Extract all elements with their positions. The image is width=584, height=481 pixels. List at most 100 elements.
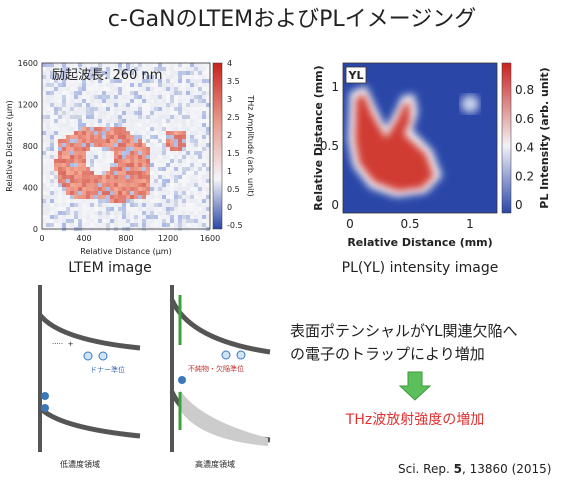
heatmap-cell: [46, 163, 50, 167]
heatmap-cell: [174, 83, 178, 87]
heatmap-cell: [158, 91, 162, 95]
pl-colorbar-tick-label: 0: [515, 198, 523, 212]
heatmap-cell: [74, 187, 78, 191]
heatmap-cell: [154, 195, 158, 199]
heatmap-cell: [154, 151, 158, 155]
heatmap-cell: [178, 91, 182, 95]
heatmap-cell: [174, 223, 178, 227]
heatmap-cell: [94, 159, 98, 163]
heatmap-cell: [86, 95, 90, 99]
heatmap-cell: [94, 135, 98, 139]
heatmap-cell: [90, 91, 94, 95]
explanation-line: の電子のトラップにより増加: [290, 345, 485, 363]
heatmap-cell: [62, 203, 66, 207]
heatmap-cell: [130, 111, 134, 115]
heatmap-cell: [186, 163, 190, 167]
heatmap-cell: [54, 87, 58, 91]
heatmap-cell: [46, 119, 50, 123]
heatmap-cell: [126, 167, 130, 171]
heatmap-cell: [110, 215, 114, 219]
heatmap-cell: [94, 87, 98, 91]
heatmap-cell: [154, 63, 158, 67]
heatmap-cell: [54, 223, 58, 227]
heatmap-cell: [130, 223, 134, 227]
heatmap-cell: [98, 203, 102, 207]
ltem-y-tick-label: 1200: [18, 101, 38, 110]
band-markers: ····· +: [41, 340, 245, 412]
heatmap-cell: [182, 75, 186, 79]
heatmap-cell: [194, 179, 198, 183]
heatmap-cell: [114, 203, 118, 207]
heatmap-cell: [162, 99, 166, 103]
heatmap-cell: [190, 83, 194, 87]
heatmap-cell: [78, 219, 82, 223]
heatmap-cell: [202, 175, 206, 179]
heatmap-cell: [118, 179, 122, 183]
heatmap-cell: [114, 115, 118, 119]
heatmap-cell: [186, 63, 190, 67]
heatmap-cell: [170, 207, 174, 211]
heatmap-cell: [170, 115, 174, 119]
heatmap-cell: [170, 195, 174, 199]
heatmap-cell: [66, 147, 70, 151]
heatmap-cell: [166, 195, 170, 199]
heatmap-cell: [126, 139, 130, 143]
heatmap-cell: [102, 131, 106, 135]
heatmap-cell: [166, 163, 170, 167]
heatmap-cell: [198, 195, 202, 199]
heatmap-cell: [166, 171, 170, 175]
heatmap-cell: [62, 143, 66, 147]
heatmap-cell: [134, 115, 138, 119]
heatmap-cell: [134, 159, 138, 163]
high-label: 高濃度領域: [195, 459, 235, 469]
heatmap-cell: [186, 79, 190, 83]
heatmap-cell: [178, 95, 182, 99]
heatmap-cell: [50, 143, 54, 147]
heatmap-cell: [78, 107, 82, 111]
heatmap-cell: [130, 207, 134, 211]
heatmap-cell: [82, 199, 86, 203]
heatmap-cell: [102, 187, 106, 191]
heatmap-cell: [150, 87, 154, 91]
heatmap-cell: [158, 63, 162, 67]
heatmap-cell: [178, 179, 182, 183]
heatmap-cell: [182, 159, 186, 163]
heatmap-cell: [110, 207, 114, 211]
heatmap-cell: [58, 203, 62, 207]
heatmap-cell: [154, 143, 158, 147]
low-label: 低濃度領域: [60, 459, 100, 469]
heatmap-cell: [154, 107, 158, 111]
heatmap-cell: [98, 211, 102, 215]
heatmap-cell: [142, 135, 146, 139]
heatmap-cell: [94, 215, 98, 219]
heatmap-cell: [50, 83, 54, 87]
heatmap-cell: [202, 179, 206, 183]
heatmap-cell: [106, 155, 110, 159]
heatmap-cell: [202, 111, 206, 115]
heatmap-cell: [146, 207, 150, 211]
heatmap-cell: [42, 143, 46, 147]
heatmap-cell: [174, 155, 178, 159]
heatmap-cell: [122, 163, 126, 167]
heatmap-cell: [62, 123, 66, 127]
heatmap-cell: [70, 107, 74, 111]
heatmap-cell: [166, 151, 170, 155]
heatmap-cell: [158, 119, 162, 123]
heatmap-cell: [66, 195, 70, 199]
heatmap-cell: [54, 63, 58, 67]
heatmap-cell: [82, 195, 86, 199]
heatmap-cell: [106, 199, 110, 203]
heatmap-cell: [66, 187, 70, 191]
heatmap-cell: [78, 119, 82, 123]
heatmap-cell: [86, 159, 90, 163]
heatmap-cell: [206, 151, 210, 155]
heatmap-cell: [194, 71, 198, 75]
heatmap-cell: [90, 131, 94, 135]
heatmap-cell: [194, 183, 198, 187]
heatmap-cell: [138, 167, 142, 171]
heatmap-cell: [142, 147, 146, 151]
heatmap-cell: [122, 87, 126, 91]
heatmap-cell: [206, 171, 210, 175]
heatmap-cell: [58, 107, 62, 111]
heatmap-cell: [138, 91, 142, 95]
